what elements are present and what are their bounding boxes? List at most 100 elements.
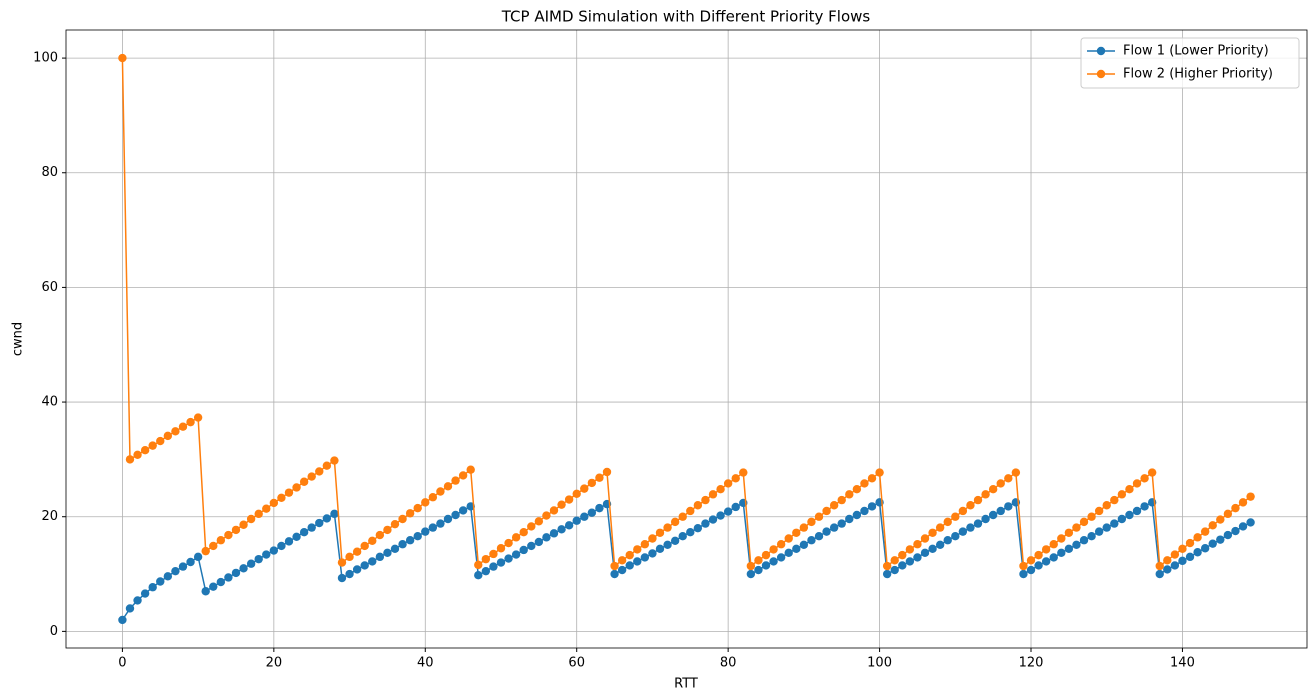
data-point	[451, 510, 460, 520]
data-point	[1193, 533, 1202, 542]
data-point	[564, 521, 574, 530]
data-point	[580, 484, 589, 493]
data-point	[1178, 556, 1187, 566]
data-point	[322, 514, 332, 523]
data-point	[829, 501, 839, 510]
data-point	[209, 541, 218, 551]
data-point	[852, 485, 862, 494]
data-point	[307, 523, 316, 532]
data-point	[1049, 540, 1058, 549]
data-point	[542, 511, 551, 520]
data-point	[648, 534, 657, 543]
y-tick-label: 80	[41, 165, 58, 180]
data-point	[368, 536, 377, 545]
data-point	[640, 540, 650, 549]
data-point	[519, 545, 528, 555]
data-point	[231, 568, 241, 578]
data-point	[148, 441, 157, 450]
data-point	[1026, 556, 1036, 565]
data-point	[216, 536, 226, 545]
data-point	[360, 541, 369, 551]
data-point	[905, 545, 915, 554]
data-point	[246, 514, 256, 524]
data-point	[527, 541, 536, 551]
data-point	[239, 564, 248, 573]
data-point	[1079, 536, 1089, 545]
x-tick-label: 20	[266, 656, 283, 671]
data-point	[443, 482, 453, 491]
data-point	[723, 507, 733, 516]
data-point	[413, 532, 422, 541]
data-point	[489, 549, 498, 559]
data-point	[898, 561, 907, 570]
data-point	[193, 413, 203, 422]
legend-marker	[1096, 69, 1106, 79]
data-point	[284, 537, 294, 546]
data-point	[746, 569, 756, 579]
data-point	[375, 530, 385, 540]
data-point	[1163, 556, 1172, 565]
data-point	[1072, 540, 1081, 550]
data-point	[262, 550, 271, 559]
data-point	[996, 506, 1005, 516]
data-point	[390, 544, 400, 554]
x-tick-label: 100	[867, 656, 892, 671]
data-point	[996, 479, 1005, 488]
data-point	[140, 446, 150, 455]
data-point	[352, 565, 362, 574]
data-point	[216, 577, 226, 587]
data-point	[1117, 490, 1127, 499]
y-tick-label: 40	[41, 395, 58, 410]
plot-frame	[65, 29, 1308, 649]
data-point	[201, 546, 210, 556]
data-point	[534, 517, 544, 526]
data-point	[1034, 561, 1043, 570]
data-point	[178, 422, 188, 431]
data-point	[1117, 514, 1127, 524]
data-point	[284, 488, 294, 497]
data-point	[1034, 550, 1043, 560]
data-point	[428, 493, 438, 502]
data-point	[845, 514, 854, 524]
data-point	[307, 472, 316, 481]
data-point	[496, 558, 506, 567]
data-point	[913, 553, 922, 562]
data-point	[315, 467, 324, 476]
data-point	[1132, 506, 1142, 516]
data-point	[973, 519, 983, 528]
data-point	[860, 479, 869, 488]
data-point	[1231, 503, 1240, 513]
data-point	[1011, 468, 1021, 477]
data-point	[572, 516, 581, 525]
data-point	[814, 512, 824, 521]
y-axis-label: cwnd	[11, 322, 26, 356]
data-point	[769, 545, 778, 554]
data-point	[807, 517, 816, 527]
data-point	[1170, 561, 1180, 570]
data-point	[693, 523, 703, 533]
data-point	[935, 523, 945, 532]
data-point	[1102, 523, 1111, 532]
data-point	[655, 528, 665, 537]
data-point	[193, 552, 203, 562]
data-point	[814, 532, 824, 541]
data-point	[224, 530, 233, 540]
data-point	[1087, 532, 1096, 541]
data-point	[481, 566, 491, 576]
data-point	[1216, 535, 1225, 544]
data-point	[617, 556, 627, 565]
data-point	[186, 417, 195, 427]
data-point	[799, 523, 809, 532]
data-point	[1200, 544, 1210, 553]
data-point	[549, 506, 559, 515]
data-point	[171, 566, 180, 576]
data-point	[140, 589, 150, 598]
data-point	[1231, 526, 1240, 536]
data-point	[951, 512, 960, 521]
data-point	[292, 532, 301, 541]
data-point	[254, 509, 263, 519]
x-tick-label: 120	[1019, 656, 1044, 671]
data-point	[557, 500, 566, 509]
data-point	[943, 536, 952, 545]
